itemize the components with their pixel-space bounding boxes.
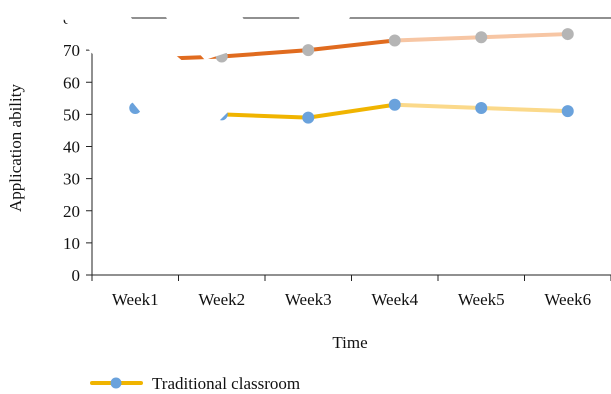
x-axis-title: Time — [332, 333, 367, 352]
y-tick-label: 30 — [63, 170, 80, 189]
y-tick-label: 40 — [63, 138, 80, 157]
data-point — [561, 105, 574, 118]
series-line-segment — [392, 35, 484, 43]
data-point — [388, 34, 401, 47]
y-tick-label: 50 — [63, 105, 80, 124]
data-point — [475, 101, 488, 114]
data-point — [302, 111, 315, 124]
x-tick-label: Week2 — [198, 290, 245, 309]
series-line-segment — [479, 105, 570, 114]
watermark — [0, 0, 365, 160]
y-axis-title: Application ability — [6, 84, 25, 212]
series-line-segment — [392, 102, 484, 110]
series-line-segment — [306, 102, 397, 120]
x-tick-label: Week5 — [458, 290, 505, 309]
x-tick-label: Week3 — [285, 290, 332, 309]
series-line-segment — [219, 48, 311, 59]
x-tick-label: Week6 — [544, 290, 591, 309]
data-point — [475, 31, 488, 44]
y-tick-label: 20 — [63, 202, 80, 221]
y-tick-label: 0 — [72, 266, 81, 285]
x-tick-label: Week4 — [371, 290, 418, 309]
y-tick-label: 60 — [63, 73, 80, 92]
series-line-segment — [219, 112, 311, 120]
y-tick-label: 10 — [63, 234, 80, 253]
y-tick-label: 70 — [63, 41, 80, 60]
legend-marker — [110, 377, 122, 389]
data-point — [388, 98, 401, 111]
series-line-segment — [479, 32, 570, 40]
legend-label: Traditional classroom — [152, 374, 300, 393]
legend: Traditional classroom — [90, 374, 300, 393]
data-point — [302, 44, 315, 57]
x-tick-label: Week1 — [112, 290, 159, 309]
data-point — [561, 28, 574, 41]
series-line-segment — [306, 38, 397, 53]
